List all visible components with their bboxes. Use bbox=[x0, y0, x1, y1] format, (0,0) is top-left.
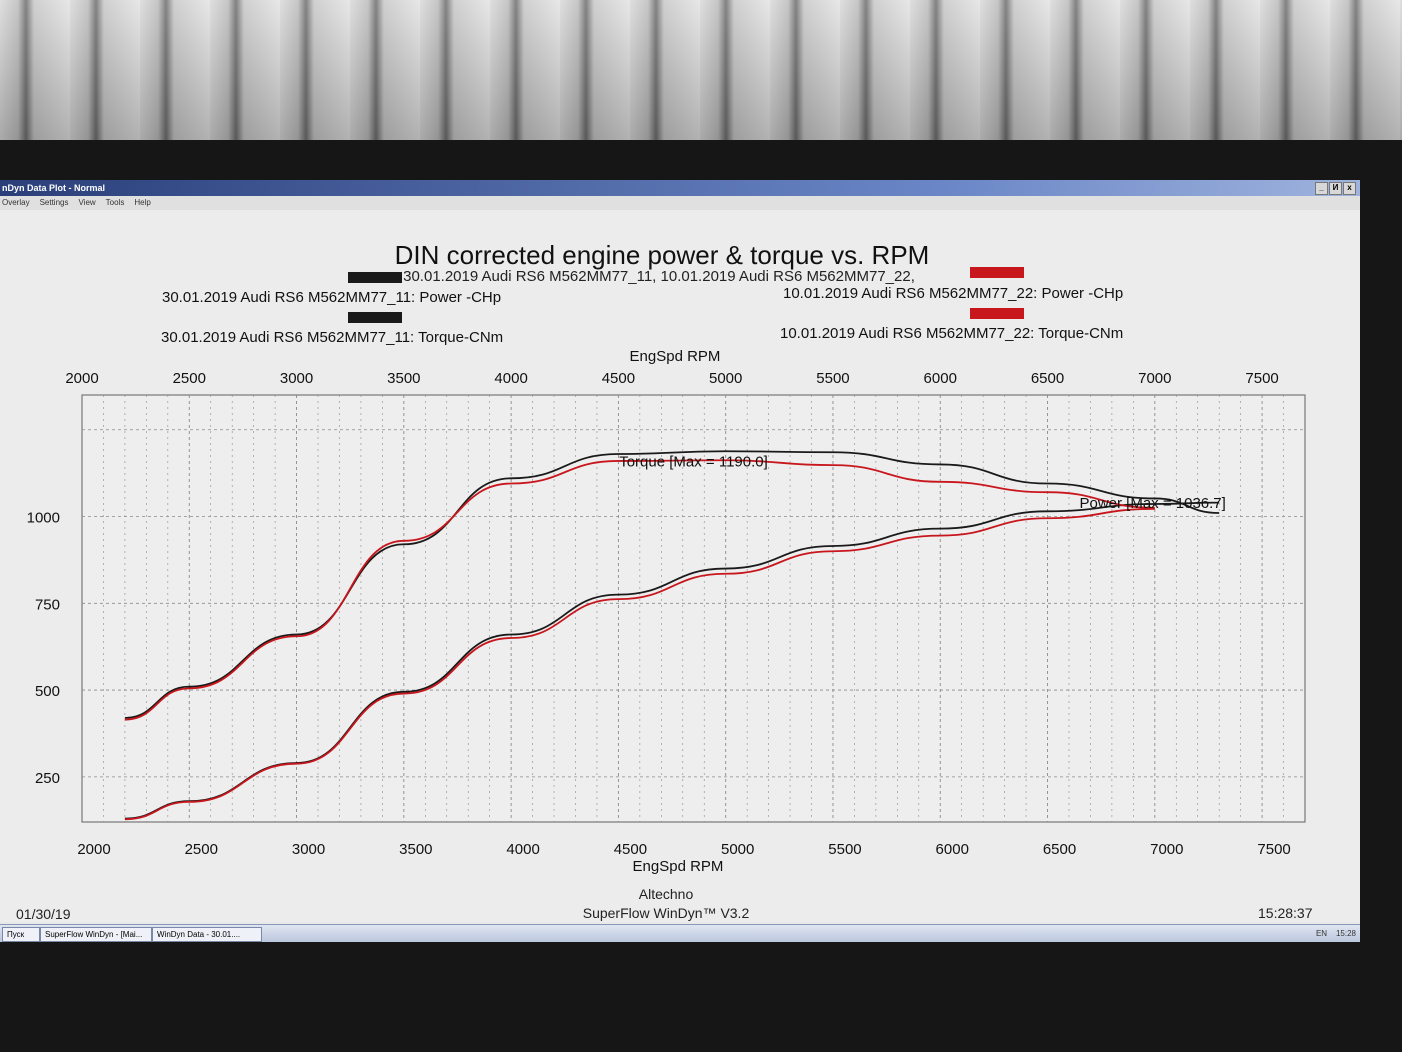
legend-run2-power: 10.01.2019 Audi RS6 M562MM77_22: Power -… bbox=[783, 285, 1124, 302]
annotation-power-max: Power [Max = 1036.7] bbox=[1079, 495, 1225, 512]
x-tick-label-bottom: 6500 bbox=[1043, 841, 1076, 858]
x-tick-label-bottom: 2500 bbox=[185, 841, 218, 858]
x-tick-label-top: 7500 bbox=[1245, 370, 1278, 387]
series-line-1 bbox=[124, 450, 1220, 719]
y-tick-label: 500 bbox=[35, 683, 60, 700]
x-tick-label-bottom: 5500 bbox=[828, 841, 861, 858]
start-button[interactable]: Пуск bbox=[2, 927, 40, 942]
legend-run1-torque: 30.01.2019 Audi RS6 M562MM77_11: Torque-… bbox=[161, 329, 504, 346]
top-axis-label: EngSpd RPM bbox=[629, 348, 721, 365]
series-line-4 bbox=[124, 507, 1155, 821]
legend-swatch-run2-power bbox=[970, 267, 1024, 278]
x-tick-label-top: 4500 bbox=[602, 370, 635, 387]
footer-company: Altechno bbox=[638, 886, 694, 902]
x-tick-label-top: 5000 bbox=[709, 370, 742, 387]
taskbar-item-windyn-data[interactable]: WinDyn Data - 30.01.... bbox=[152, 927, 262, 942]
x-tick-label-top: 7000 bbox=[1138, 370, 1171, 387]
minimize-button[interactable]: _ bbox=[1315, 182, 1328, 195]
menu-bar: Overlay Settings View Tools Help bbox=[0, 196, 1360, 211]
chart-subtitle: 30.01.2019 Audi RS6 M562MM77_11, 10.01.2… bbox=[403, 268, 915, 285]
legend-run2-torque: 10.01.2019 Audi RS6 M562MM77_22: Torque-… bbox=[780, 325, 1124, 342]
y-tick-label: 1000 bbox=[27, 510, 60, 527]
legend-swatch-run2-torque bbox=[970, 308, 1024, 319]
x-tick-label-bottom: 4500 bbox=[614, 841, 647, 858]
window-titlebar: nDyn Data Plot - Normal _ И x bbox=[0, 180, 1360, 196]
menu-view[interactable]: View bbox=[78, 198, 96, 207]
legend-swatch-run1-torque bbox=[348, 312, 402, 323]
x-tick-label-top: 6500 bbox=[1031, 370, 1064, 387]
x-tick-label-top: 3500 bbox=[387, 370, 420, 387]
series-line-3 bbox=[124, 459, 1155, 721]
x-tick-label-bottom: 2000 bbox=[77, 841, 110, 858]
window-title: nDyn Data Plot - Normal bbox=[2, 183, 106, 193]
x-tick-label-bottom: 5000 bbox=[721, 841, 754, 858]
x-tick-label-bottom: 3000 bbox=[292, 841, 325, 858]
background-wall bbox=[0, 0, 1402, 160]
plot-svg: 2000 2000 2500 2500 3000 3000 3500 3500 4000 4000… bbox=[27, 370, 1306, 858]
menu-settings[interactable]: Settings bbox=[39, 198, 69, 207]
window-buttons: _ И x bbox=[1315, 182, 1356, 195]
menu-help[interactable]: Help bbox=[134, 198, 151, 207]
close-button[interactable]: x bbox=[1343, 182, 1356, 195]
x-tick-label-bottom: 3500 bbox=[399, 841, 432, 858]
plot-frame bbox=[81, 394, 1306, 823]
taskbar: Пуск SuperFlow WinDyn - [Mai... WinDyn D… bbox=[0, 924, 1360, 942]
tray-clock: 15:28 bbox=[1335, 929, 1356, 938]
x-tick-label-bottom: 6000 bbox=[936, 841, 969, 858]
footer-date: 01/30/19 bbox=[16, 906, 71, 922]
legend-swatch-run1-power bbox=[348, 272, 402, 283]
x-tick-label-top: 2000 bbox=[65, 370, 98, 387]
x-tick-label-top: 2500 bbox=[173, 370, 206, 387]
x-tick-label-top: 4000 bbox=[494, 370, 527, 387]
menu-overlay[interactable]: Overlay bbox=[2, 198, 30, 207]
footer-time: 15:28:37 bbox=[1258, 905, 1313, 921]
taskbar-item-windyn-main[interactable]: SuperFlow WinDyn - [Mai... bbox=[40, 927, 152, 942]
x-tick-label-top: 3000 bbox=[280, 370, 313, 387]
y-tick-label: 250 bbox=[35, 770, 60, 787]
chart-area: DIN corrected engine power & torque vs. … bbox=[0, 210, 1360, 922]
restore-button[interactable]: И bbox=[1329, 182, 1342, 195]
x-tick-label-top: 5500 bbox=[816, 370, 849, 387]
y-tick-label: 750 bbox=[35, 596, 60, 613]
x-tick-label-bottom: 7000 bbox=[1150, 841, 1183, 858]
annotation-torque-max: Torque [Max = 1190.0] bbox=[619, 454, 768, 471]
chart-title: DIN corrected engine power & torque vs. … bbox=[394, 240, 930, 270]
x-tick-label-bottom: 7500 bbox=[1257, 841, 1290, 858]
legend-run1-power: 30.01.2019 Audi RS6 M562MM77_11: Power -… bbox=[162, 289, 502, 306]
monitor-screen: nDyn Data Plot - Normal _ И x Overlay Se… bbox=[0, 180, 1360, 942]
bottom-axis-label: EngSpd RPM bbox=[632, 858, 724, 875]
footer-software: SuperFlow WinDyn™ V3.2 bbox=[582, 905, 750, 921]
x-tick-label-bottom: 4000 bbox=[506, 841, 539, 858]
menu-tools[interactable]: Tools bbox=[105, 198, 125, 207]
system-tray: EN 15:28 bbox=[1316, 927, 1356, 940]
language-indicator[interactable]: EN bbox=[1315, 929, 1328, 938]
x-tick-label-top: 6000 bbox=[924, 370, 957, 387]
